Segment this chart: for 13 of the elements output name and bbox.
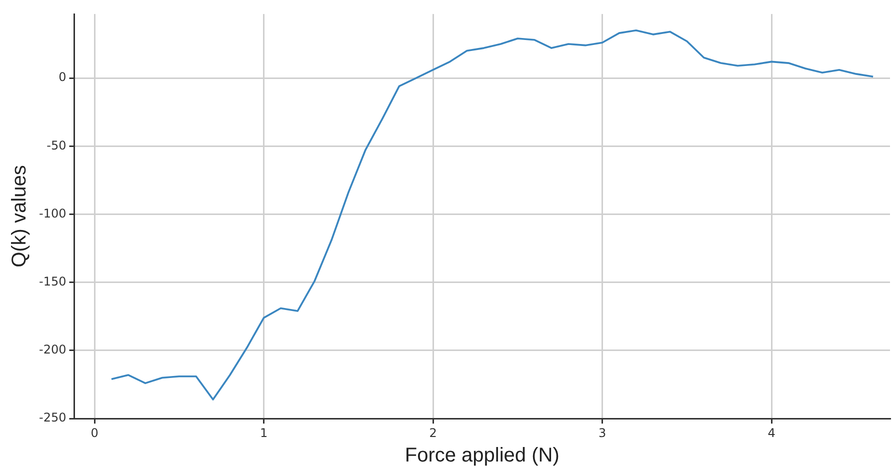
y-tick-label: -50 [46,138,66,152]
y-tick-label: -250 [39,410,66,425]
x-tick-label: 1 [260,426,268,440]
x-tick-label: 2 [429,426,437,440]
x-tick-label: 3 [598,426,606,440]
y-tick-label: -100 [39,206,66,220]
y-axis-title: Q(k) values [8,165,31,268]
x-axis-title: Force applied (N) [404,444,560,467]
x-tick-label: 0 [90,426,98,440]
y-tick-label: -200 [39,342,66,357]
y-tick-label: 0 [58,70,66,84]
x-tick-label: 4 [768,426,776,440]
y-tick-label: -150 [39,274,66,288]
